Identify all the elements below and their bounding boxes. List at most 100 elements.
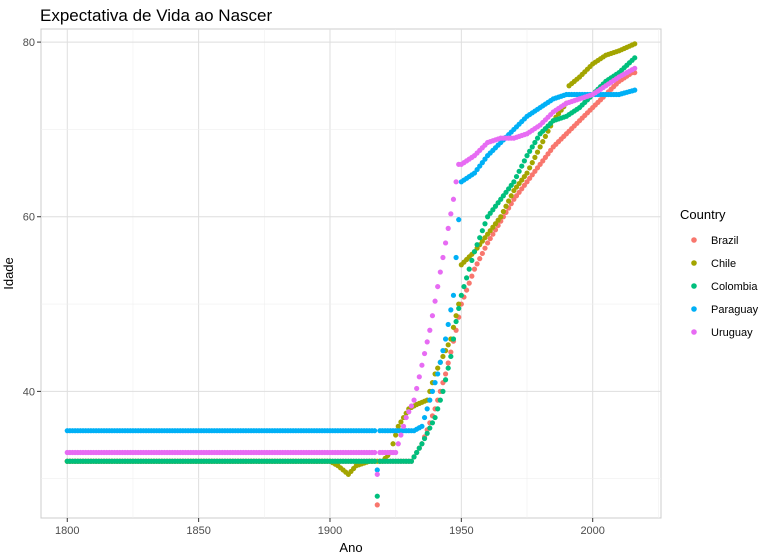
data-point xyxy=(482,221,488,227)
legend-key-uruguay xyxy=(691,329,697,335)
chart-title: Expectativa de Vida ao Nascer xyxy=(40,6,272,25)
data-point xyxy=(445,225,451,231)
data-point xyxy=(527,148,533,154)
data-point xyxy=(372,449,378,456)
data-point xyxy=(424,339,430,345)
legend-key-brazil xyxy=(691,237,697,243)
data-point xyxy=(448,307,454,313)
data-point xyxy=(463,275,470,281)
legend-label: Uruguay xyxy=(711,327,753,339)
data-point xyxy=(374,471,380,477)
data-point xyxy=(448,211,454,217)
data-point xyxy=(516,168,522,174)
data-point xyxy=(498,214,504,220)
data-point xyxy=(632,87,638,93)
data-point xyxy=(632,55,638,61)
data-point xyxy=(511,179,517,185)
data-point xyxy=(424,406,430,412)
data-point xyxy=(437,397,443,403)
data-point xyxy=(403,414,409,421)
data-point xyxy=(524,170,530,176)
x-tick-label: 1800 xyxy=(55,525,79,537)
data-point xyxy=(469,257,475,264)
data-point xyxy=(529,160,535,166)
data-point xyxy=(442,240,449,246)
data-point xyxy=(450,336,457,342)
y-tick-label: 40 xyxy=(23,386,35,398)
data-point xyxy=(442,336,449,342)
data-point xyxy=(400,423,407,429)
data-point xyxy=(453,254,459,261)
data-point xyxy=(513,173,520,180)
legend-label: Colombia xyxy=(711,281,758,293)
data-point xyxy=(398,432,404,438)
data-point xyxy=(419,441,425,447)
data-point xyxy=(440,348,446,354)
data-point xyxy=(521,158,527,164)
data-point xyxy=(435,365,441,371)
data-point xyxy=(477,235,483,241)
data-point xyxy=(372,458,378,464)
data-point xyxy=(506,198,512,204)
data-points xyxy=(64,41,638,508)
data-point xyxy=(453,313,459,319)
data-point xyxy=(534,149,541,155)
data-point xyxy=(429,388,436,394)
data-point xyxy=(532,154,538,160)
data-point xyxy=(435,371,441,377)
legend-label: Brazil xyxy=(711,235,739,247)
data-point xyxy=(445,360,451,366)
data-point xyxy=(537,144,543,150)
data-point xyxy=(482,245,488,251)
data-point xyxy=(445,365,451,371)
data-point xyxy=(456,301,462,307)
data-point xyxy=(440,388,446,394)
data-point xyxy=(411,454,417,460)
data-point xyxy=(469,273,475,279)
series-colombia xyxy=(64,55,638,499)
data-point xyxy=(419,362,425,368)
data-point xyxy=(440,254,446,261)
data-point xyxy=(393,449,399,456)
data-point xyxy=(424,430,430,436)
data-point xyxy=(440,353,446,360)
data-point xyxy=(456,217,462,223)
data-point xyxy=(395,423,401,429)
data-point xyxy=(529,144,535,150)
y-axis-ticks: 40 60 80 xyxy=(23,37,41,398)
data-point xyxy=(461,283,467,290)
data-point xyxy=(445,321,451,328)
data-point xyxy=(450,324,457,330)
x-axis-label: Ano xyxy=(339,540,362,555)
data-point xyxy=(437,359,443,365)
legend: Country Brazil Chile Colombia Paraguay Urugu… xyxy=(680,207,759,339)
legend-label: Chile xyxy=(711,258,736,270)
data-point xyxy=(421,414,428,421)
x-tick-label: 2000 xyxy=(580,525,604,537)
data-point xyxy=(427,397,433,403)
data-point xyxy=(435,406,441,412)
legend-title: Country xyxy=(680,207,726,222)
data-point xyxy=(432,298,438,304)
y-tick-label: 80 xyxy=(23,37,35,49)
data-point xyxy=(416,374,422,380)
data-point xyxy=(453,318,459,325)
data-point xyxy=(427,425,433,431)
data-point xyxy=(448,349,454,355)
data-point xyxy=(500,208,506,215)
data-point xyxy=(395,441,401,447)
y-axis-label: Idade xyxy=(1,257,16,290)
data-point xyxy=(474,242,480,248)
data-point xyxy=(540,139,546,145)
data-point xyxy=(474,261,480,267)
data-point xyxy=(372,428,378,434)
data-point xyxy=(524,153,530,159)
data-point xyxy=(632,65,638,71)
data-point xyxy=(532,139,538,146)
data-point xyxy=(534,135,541,141)
y-tick-label: 60 xyxy=(23,212,35,224)
data-point xyxy=(393,432,399,438)
data-point xyxy=(519,163,525,169)
data-point xyxy=(458,292,464,298)
data-point xyxy=(466,266,472,272)
